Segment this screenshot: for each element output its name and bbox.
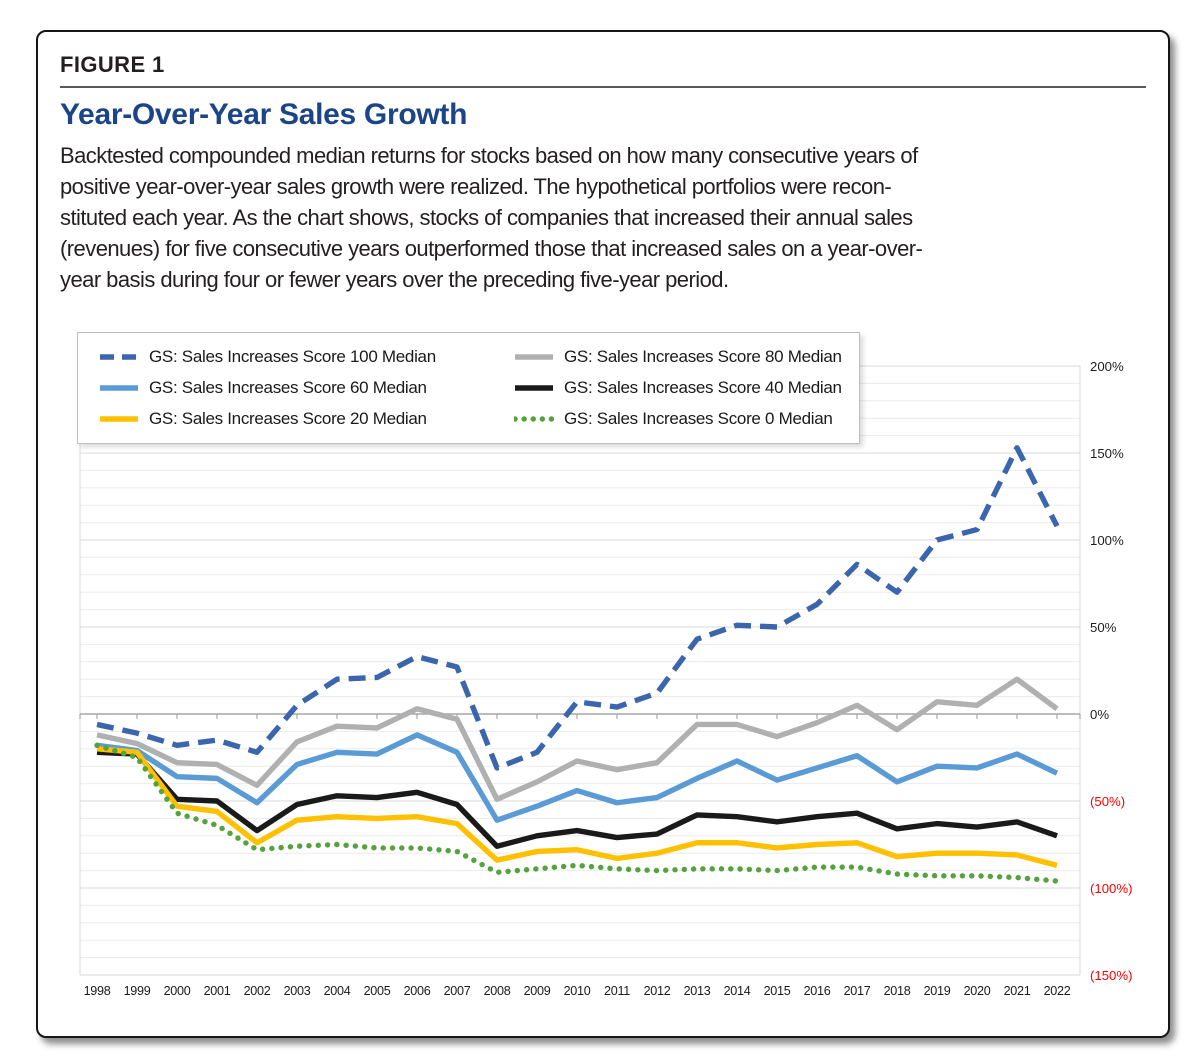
legend-label: GS: Sales Increases Score 80 Median <box>564 347 842 366</box>
x-axis-label: 2003 <box>284 984 311 998</box>
legend-swatch-solid <box>100 416 138 422</box>
x-axis-label: 2004 <box>324 984 351 998</box>
x-axis-label: 2016 <box>804 984 831 998</box>
y-axis-label: 150% <box>1090 446 1124 461</box>
x-axis-label: 2008 <box>484 984 511 998</box>
x-axis-label: 2018 <box>884 984 911 998</box>
y-axis-label: (50%) <box>1090 794 1125 809</box>
figure-label: FIGURE 1 <box>60 52 165 77</box>
x-axis-label: 2014 <box>724 984 751 998</box>
legend-label: GS: Sales Increases Score 60 Median <box>149 378 427 397</box>
x-axis-label: 2002 <box>244 984 271 998</box>
y-axis-label: 0% <box>1090 707 1109 722</box>
x-axis-label: 1998 <box>84 984 111 998</box>
legend-swatch-dashed <box>100 354 138 360</box>
legend-swatch-solid <box>100 385 138 391</box>
description-line: positive year-over-year sales growth wer… <box>60 174 892 199</box>
legend-item-score-40: GS: Sales Increases Score 40 Median <box>514 373 859 404</box>
series-line-score-100 <box>96 445 1060 771</box>
legend-item-score-60: GS: Sales Increases Score 60 Median <box>99 373 514 404</box>
x-axis-label: 2007 <box>444 984 471 998</box>
y-axis-label: 200% <box>1090 359 1124 374</box>
legend-item-score-0: GS: Sales Increases Score 0 Median <box>514 404 859 435</box>
legend-swatch-solid <box>515 354 553 360</box>
series-line-score-40 <box>96 749 1058 849</box>
x-axis-label: 2000 <box>164 984 191 998</box>
series-line-score-80 <box>96 676 1059 802</box>
legend-swatch-solid <box>515 385 553 391</box>
series-line-score-0 <box>94 742 1060 884</box>
series-line-score-60 <box>96 732 1059 823</box>
legend-swatch-dotted <box>514 416 554 422</box>
legend-label: GS: Sales Increases Score 100 Median <box>149 347 436 366</box>
chart-plot-area: 200% 150% 100% 50% 0% (50%) (100%) (150%) 1998 19… <box>79 359 1133 998</box>
description-line: stituted each year. As the chart shows, … <box>60 205 913 230</box>
legend-item-score-100: GS: Sales Increases Score 100 Median <box>99 342 514 373</box>
x-axis-label: 2010 <box>564 984 591 998</box>
chart-legend: GS: Sales Increases Score 100 Median GS: … <box>77 332 860 444</box>
page-title: Year-Over-Year Sales Growth <box>60 98 468 131</box>
description-line: year basis during four or fewer years ov… <box>60 267 729 292</box>
x-axis-label: 2021 <box>1004 984 1031 998</box>
figure-card: FIGURE 1 Year-Over-Year Sales Growth Bac… <box>36 30 1170 1038</box>
x-axis-label: 2009 <box>524 984 551 998</box>
y-axis-label: (100%) <box>1090 881 1133 896</box>
legend-label: GS: Sales Increases Score 40 Median <box>564 378 842 397</box>
legend-item-score-20: GS: Sales Increases Score 20 Median <box>99 404 514 435</box>
x-axis-label: 2001 <box>204 984 231 998</box>
x-axis-label: 2015 <box>764 984 791 998</box>
series-line-score-20 <box>96 746 1058 868</box>
x-axis-label: 2013 <box>684 984 711 998</box>
legend-label: GS: Sales Increases Score 0 Median <box>564 409 833 428</box>
x-axis-label: 2011 <box>604 984 630 998</box>
y-axis-label: (150%) <box>1090 968 1133 983</box>
description-line: Backtested compounded median returns for… <box>60 143 918 168</box>
legend-item-score-80: GS: Sales Increases Score 80 Median <box>514 342 859 373</box>
legend-label: GS: Sales Increases Score 20 Median <box>149 409 427 428</box>
x-axis-label: 2012 <box>644 984 671 998</box>
x-axis-label: 2022 <box>1044 984 1071 998</box>
x-axis-label: 2006 <box>404 984 431 998</box>
y-axis-label: 100% <box>1090 533 1124 548</box>
figure-rule-divider <box>60 86 1146 88</box>
x-axis-label: 2017 <box>844 984 871 998</box>
x-axis-label: 2019 <box>924 984 951 998</box>
y-axis-label: 50% <box>1090 620 1117 635</box>
figure-description: Backtested compounded median returns for… <box>60 140 923 295</box>
x-axis-label: 1999 <box>124 984 151 998</box>
x-axis-label: 2005 <box>364 984 391 998</box>
x-axis-label: 2020 <box>964 984 991 998</box>
sales-growth-chart: 200% 150% 100% 50% 0% (50%) (100%) (150%) 1998 19… <box>38 32 1168 1036</box>
description-line: (revenues) for five consecutive years ou… <box>60 236 923 261</box>
